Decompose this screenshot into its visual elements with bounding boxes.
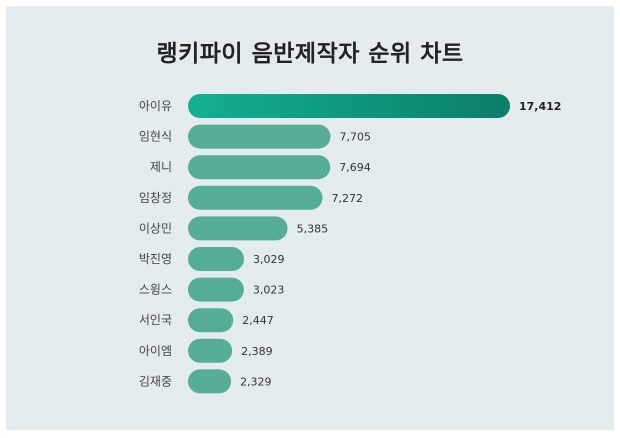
value-label: 17,412 xyxy=(519,100,561,113)
value-label: 7,272 xyxy=(331,192,363,205)
category-label: 서인국 xyxy=(139,313,172,327)
value-label: 2,447 xyxy=(242,314,274,327)
category-label: 임현식 xyxy=(139,130,172,144)
value-label: 7,694 xyxy=(339,161,371,174)
bar xyxy=(188,338,233,363)
chart-title: 랭키파이 음반제작자 순위 차트 xyxy=(156,41,464,67)
value-label: 2,329 xyxy=(240,375,272,388)
category-label: 스윙스 xyxy=(139,283,172,297)
category-label: 임창정 xyxy=(139,191,172,205)
value-label: 3,023 xyxy=(253,284,284,297)
category-label: 아이엠 xyxy=(139,344,172,358)
bar xyxy=(188,369,232,394)
category-label: 아이유 xyxy=(139,99,172,113)
category-label: 이상민 xyxy=(139,221,172,235)
bar xyxy=(188,185,323,210)
bar xyxy=(188,277,244,302)
value-label: 3,029 xyxy=(253,253,284,266)
bar xyxy=(188,124,331,149)
bar xyxy=(188,308,234,333)
bar xyxy=(188,94,510,118)
bar xyxy=(188,247,245,271)
bar xyxy=(188,216,288,241)
value-label: 7,705 xyxy=(339,131,371,144)
category-label: 박진영 xyxy=(139,252,172,266)
bar xyxy=(188,155,331,180)
category-label: 제니 xyxy=(150,160,172,174)
value-label: 2,389 xyxy=(241,345,272,358)
value-label: 5,385 xyxy=(297,222,329,235)
chart-card xyxy=(6,6,614,430)
category-label: 김재중 xyxy=(139,374,172,388)
